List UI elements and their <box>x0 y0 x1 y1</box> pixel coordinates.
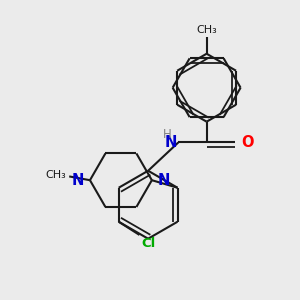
Text: CH₃: CH₃ <box>196 25 217 35</box>
Text: N: N <box>158 173 170 188</box>
Text: H: H <box>164 128 172 141</box>
Text: N: N <box>72 173 84 188</box>
Text: CH₃: CH₃ <box>45 169 66 179</box>
Text: Cl: Cl <box>141 237 156 250</box>
Text: N: N <box>164 135 177 150</box>
Text: O: O <box>242 135 254 150</box>
